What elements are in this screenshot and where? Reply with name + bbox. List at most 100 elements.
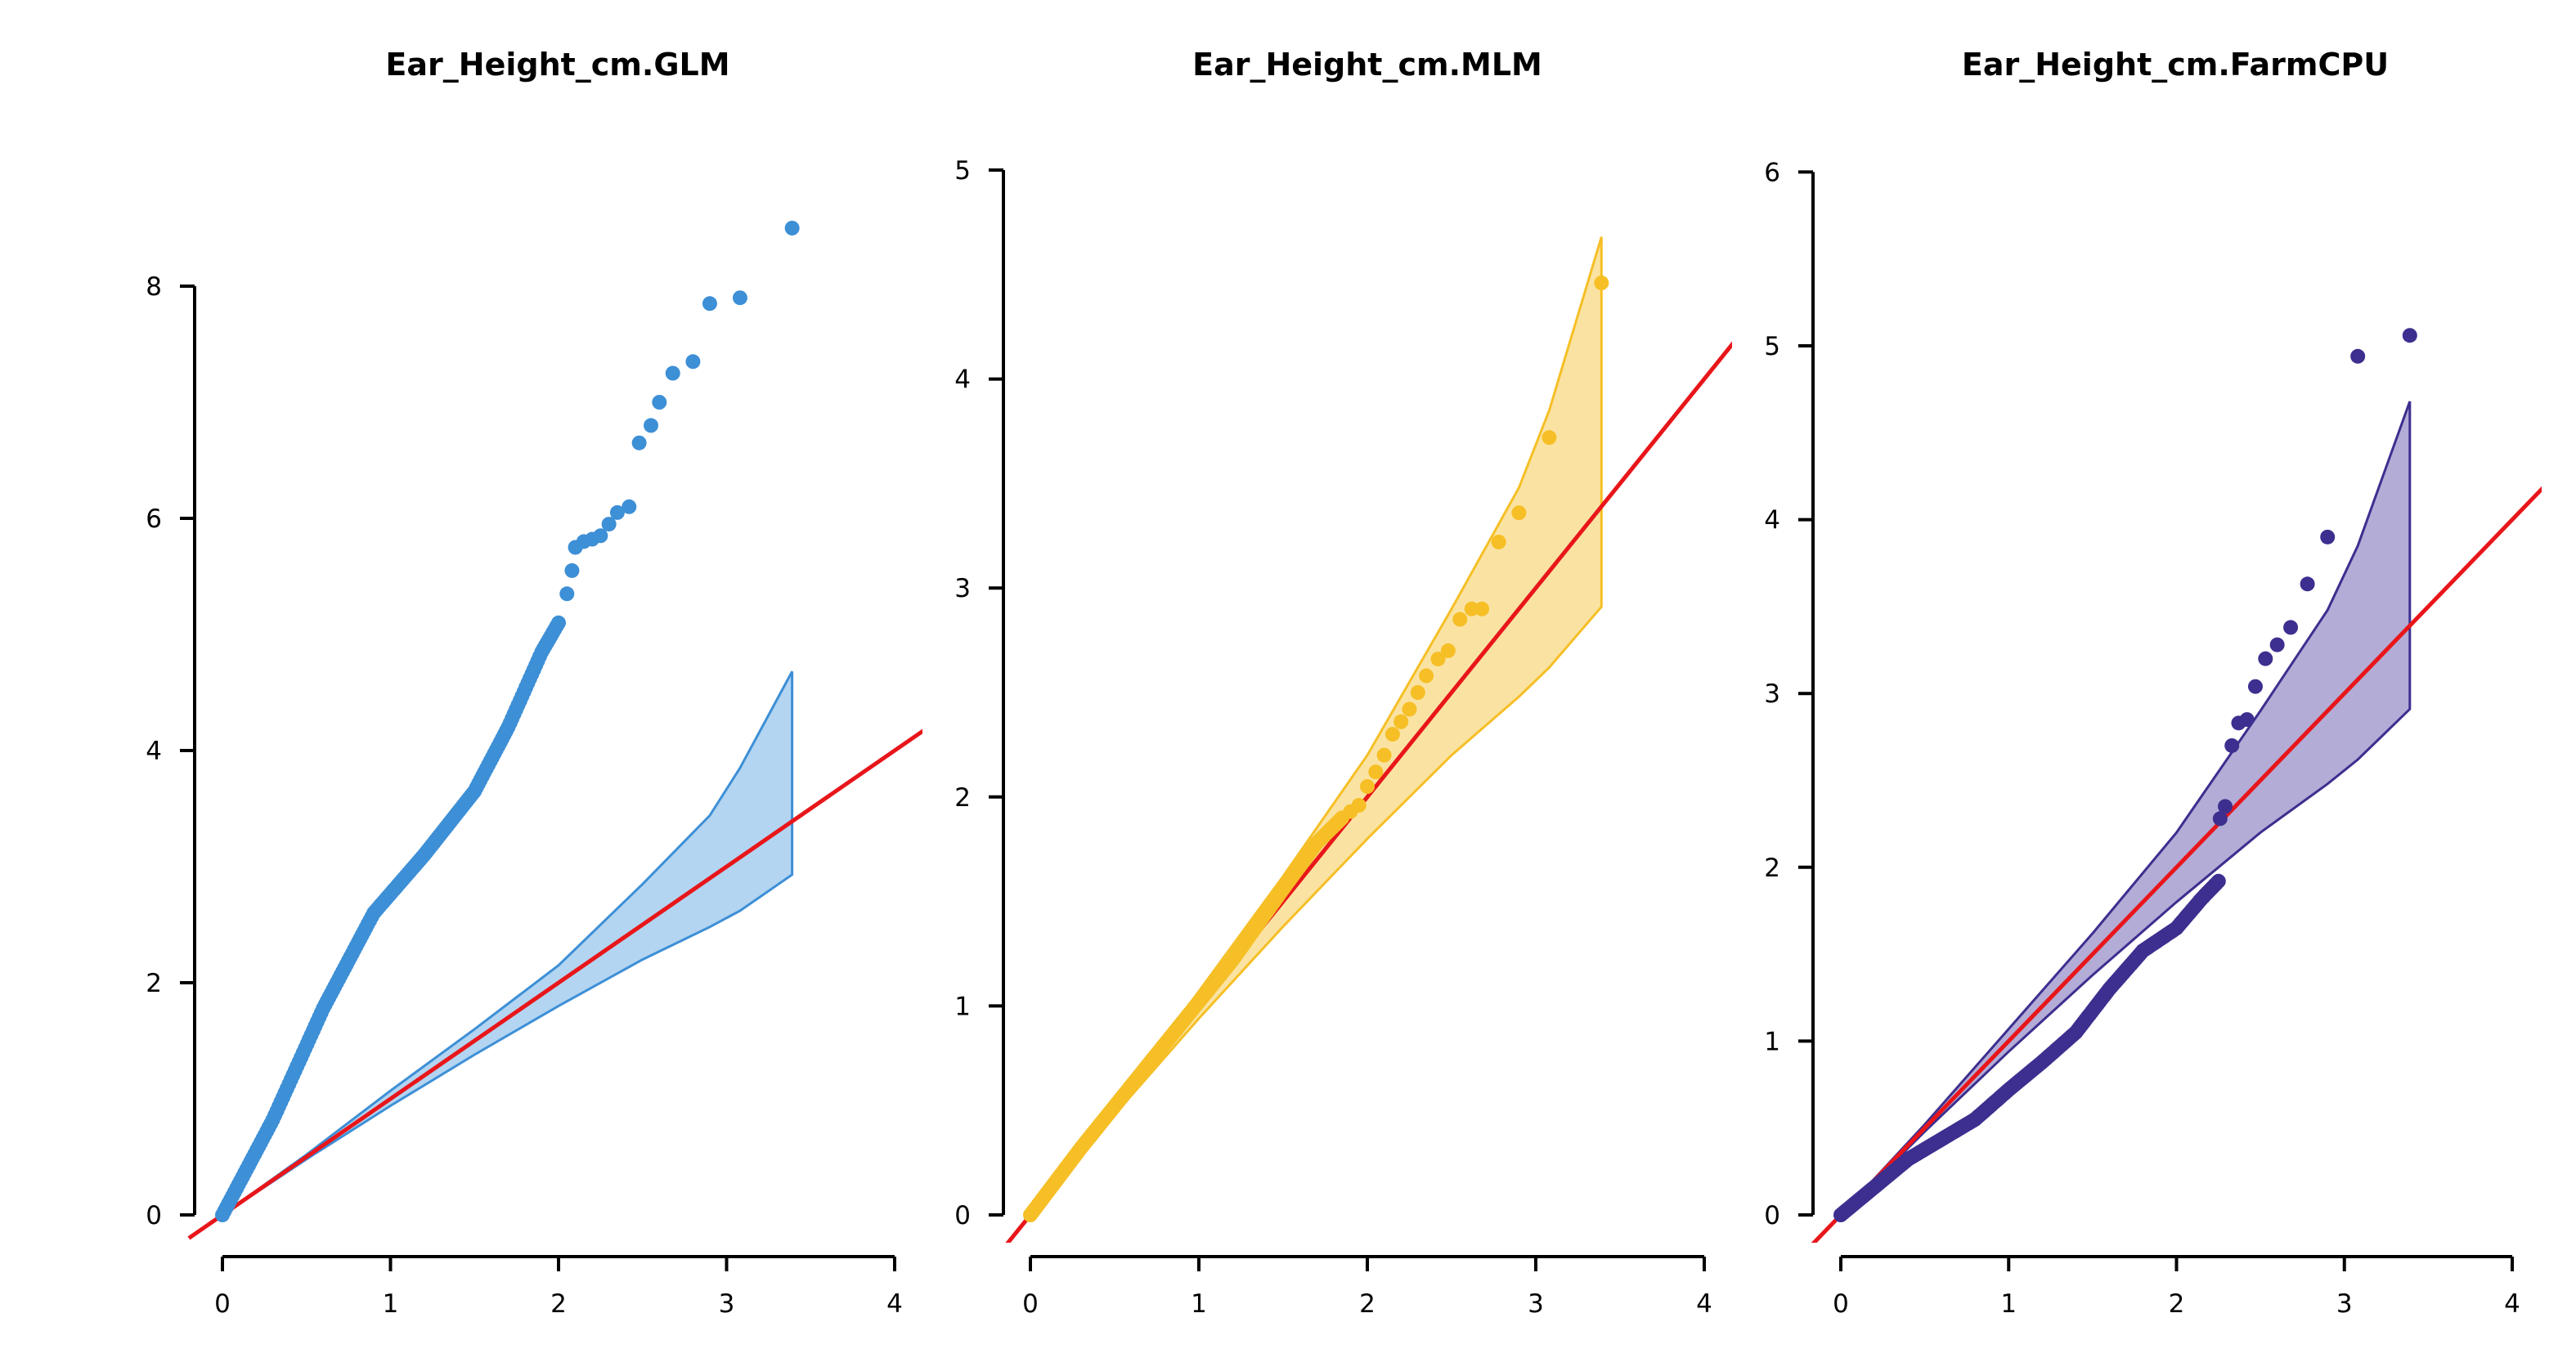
x-axis: 0 1 2 3 4 (1833, 1255, 2520, 1319)
x-tick-label: 3 (2336, 1289, 2353, 1319)
y-tick-label: 8 (146, 272, 162, 302)
data-point (2224, 737, 2240, 753)
data-point (1511, 505, 1527, 521)
data-point (2247, 679, 2263, 694)
data-point (665, 365, 680, 381)
panel-title: Ear_Height_cm.FarmCPU (1962, 47, 2389, 83)
data-point (631, 435, 647, 450)
y-tick-label: 0 (1764, 1201, 1780, 1230)
data-point (2402, 328, 2417, 343)
data-point (559, 586, 575, 602)
y-tick-label: 0 (146, 1201, 162, 1230)
y-tick-label: 1 (1764, 1027, 1780, 1056)
data-point (652, 395, 667, 410)
reference-line (1811, 486, 2542, 1243)
data-point (609, 504, 625, 520)
x-tick-label: 4 (886, 1289, 903, 1319)
y-tick-label: 3 (954, 574, 971, 603)
observed-points (1833, 328, 2417, 1222)
confidence-band (222, 670, 794, 1217)
data-point (644, 418, 659, 433)
data-point (2320, 529, 2336, 545)
data-point (1542, 430, 1557, 446)
data-point (1440, 643, 1456, 658)
observed-points (1023, 276, 1609, 1222)
y-axis: 0 1 2 3 4 5 6 (1764, 158, 1815, 1230)
y-tick-label: 2 (954, 783, 971, 813)
x-tick-label: 2 (550, 1289, 567, 1319)
panel-title: Ear_Height_cm.GLM (385, 47, 729, 83)
x-tick-label: 2 (2169, 1289, 2185, 1319)
data-point (1393, 714, 1409, 729)
data-point (622, 499, 637, 514)
data-point (685, 354, 701, 370)
x-tick-label: 4 (1696, 1289, 1712, 1319)
data-point (1464, 601, 1479, 616)
data-point (2239, 712, 2255, 728)
y-tick-label: 5 (1764, 332, 1780, 361)
glm-panel: Ear_Height_cm.GLM 0 1 2 3 4 0 2 4 6 8 (146, 47, 922, 1319)
observed-points (215, 221, 800, 1222)
data-point (1474, 601, 1490, 616)
y-tick-label: 6 (146, 504, 162, 534)
y-tick-label: 2 (1764, 854, 1780, 883)
y-axis: 0 2 4 6 8 (146, 272, 196, 1230)
data-point (1430, 652, 1446, 667)
x-tick-label: 2 (1359, 1289, 1376, 1319)
reference-line (187, 728, 922, 1240)
data-point (2350, 348, 2366, 364)
y-tick-label: 3 (1764, 679, 1780, 709)
data-point (1452, 612, 1468, 627)
data-point (2218, 799, 2233, 814)
data-point (2300, 576, 2315, 592)
confidence-band (1029, 236, 1603, 1216)
x-tick-label: 1 (1191, 1289, 1207, 1319)
x-tick-label: 0 (1022, 1289, 1039, 1319)
data-point (1376, 747, 1392, 763)
y-tick-label: 4 (954, 365, 971, 395)
y-tick-label: 1 (954, 992, 971, 1021)
data-point (551, 615, 566, 630)
data-point (1402, 701, 1417, 717)
x-tick-label: 1 (383, 1289, 399, 1319)
data-point (2258, 651, 2273, 666)
data-point (1410, 685, 1425, 700)
data-point (732, 290, 747, 306)
data-point (1419, 668, 1434, 683)
x-axis: 0 1 2 3 4 (1022, 1255, 1712, 1319)
data-point (601, 517, 617, 532)
data-point (1384, 727, 1400, 742)
x-tick-label: 0 (214, 1289, 231, 1319)
mlm-panel: Ear_Height_cm.MLM 0 1 2 3 4 0 1 2 3 4 5 (954, 47, 1732, 1319)
farmcpu-panel: Ear_Height_cm.FarmCPU 0 1 2 3 4 0 1 2 3 4 5 6 (1764, 47, 2542, 1319)
data-point (2269, 637, 2285, 652)
y-tick-label: 5 (954, 156, 971, 186)
data-point (1594, 276, 1609, 291)
y-axis: 0 1 2 3 4 5 (954, 156, 1005, 1230)
x-tick-label: 4 (2504, 1289, 2520, 1319)
x-tick-label: 1 (2000, 1289, 2017, 1319)
x-axis: 0 1 2 3 4 (214, 1255, 903, 1319)
data-point (2210, 873, 2226, 889)
y-tick-label: 0 (954, 1201, 971, 1230)
y-tick-label: 2 (146, 969, 162, 998)
panel-title: Ear_Height_cm.MLM (1192, 47, 1542, 83)
y-tick-label: 4 (1764, 506, 1780, 536)
y-tick-label: 6 (1764, 158, 1780, 187)
data-point (784, 221, 800, 235)
data-point (1368, 764, 1384, 780)
x-tick-label: 0 (1833, 1289, 1849, 1319)
data-point (564, 562, 580, 578)
data-point (1491, 534, 1506, 549)
data-point (1351, 798, 1367, 813)
x-tick-label: 3 (1528, 1289, 1544, 1319)
confidence-band (1839, 401, 2412, 1217)
x-tick-label: 3 (719, 1289, 735, 1319)
y-tick-label: 4 (146, 737, 162, 766)
data-point (702, 296, 717, 311)
data-point (593, 528, 608, 544)
data-point (1360, 779, 1375, 795)
data-point (2212, 811, 2228, 827)
